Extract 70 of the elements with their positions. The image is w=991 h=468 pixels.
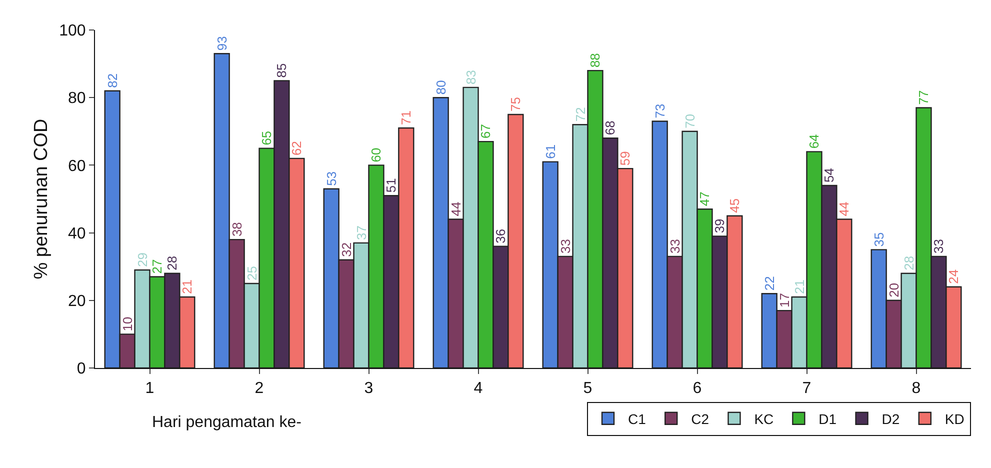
data-label: 22 [762,276,777,291]
data-label: 68 [602,120,618,136]
data-label: 17 [776,293,792,308]
data-label: 37 [354,225,369,240]
data-label: 67 [478,124,494,139]
data-label: 21 [180,280,195,294]
data-label: 60 [368,148,384,162]
data-label: 24 [946,269,962,284]
x-axis-title: Hari pengamatan ke- [152,414,302,431]
x-tick-label: 8 [912,380,921,398]
data-label: 73 [652,104,668,118]
data-label: 33 [667,238,682,254]
data-label: 70 [682,114,698,128]
y-axis-title: % penurunan COD [31,118,52,280]
data-label: 35 [871,232,886,247]
y-tick-label: 0 [76,360,86,378]
x-tick-label: 1 [145,380,154,398]
data-label: 82 [104,73,120,88]
data-label: 65 [259,130,274,146]
data-label: 32 [338,242,354,257]
data-label: 33 [931,238,946,254]
data-label: 53 [324,171,339,186]
x-tick-label: 2 [254,380,264,398]
data-label: 28 [901,256,916,270]
x-tick-label: 7 [802,380,812,398]
data-label: 33 [558,238,573,254]
data-label: 36 [493,228,508,244]
data-label: 85 [274,63,290,78]
data-label: 62 [289,140,304,156]
data-label: 29 [134,252,150,267]
y-tick-label: 80 [68,90,86,108]
data-label: 47 [697,192,712,206]
data-label: 21 [792,280,807,294]
data-label: 83 [463,70,478,84]
data-label: 38 [229,222,244,237]
data-label: 71 [398,110,414,126]
data-label: 80 [433,80,448,95]
legend-label: KD [944,410,964,427]
data-label: 28 [164,256,180,270]
x-tick-label: 3 [364,380,374,398]
data-label: 93 [214,36,230,51]
y-tick-label: 100 [59,22,86,40]
legend-label: KC [754,410,774,427]
y-tick-label: 60 [68,158,86,175]
data-label: 27 [150,259,165,274]
legend-label: D2 [882,410,900,427]
data-label: 54 [822,168,837,182]
data-label: 77 [916,90,932,105]
data-label: 39 [712,218,728,234]
legend-label: C2 [691,410,710,427]
data-label: 72 [572,107,588,122]
x-tick-label: 4 [474,380,483,398]
data-label: 59 [618,151,633,166]
x-tick-label: 5 [583,380,592,398]
data-label: 61 [542,144,558,159]
legend-label: C1 [628,410,646,427]
data-label: 45 [727,198,742,213]
y-tick-label: 20 [68,293,86,310]
data-label: 51 [384,178,399,193]
data-label: 44 [836,202,852,216]
y-tick-label: 40 [68,225,86,242]
data-label: 25 [244,266,260,280]
data-label: 88 [588,53,603,68]
data-label: 10 [120,316,135,332]
data-label: 20 [886,282,902,298]
legend-label: D1 [818,410,837,427]
data-label: 44 [448,202,464,216]
data-label: 75 [508,97,524,112]
data-label: 64 [806,134,822,149]
x-tick-label: 6 [692,380,702,398]
